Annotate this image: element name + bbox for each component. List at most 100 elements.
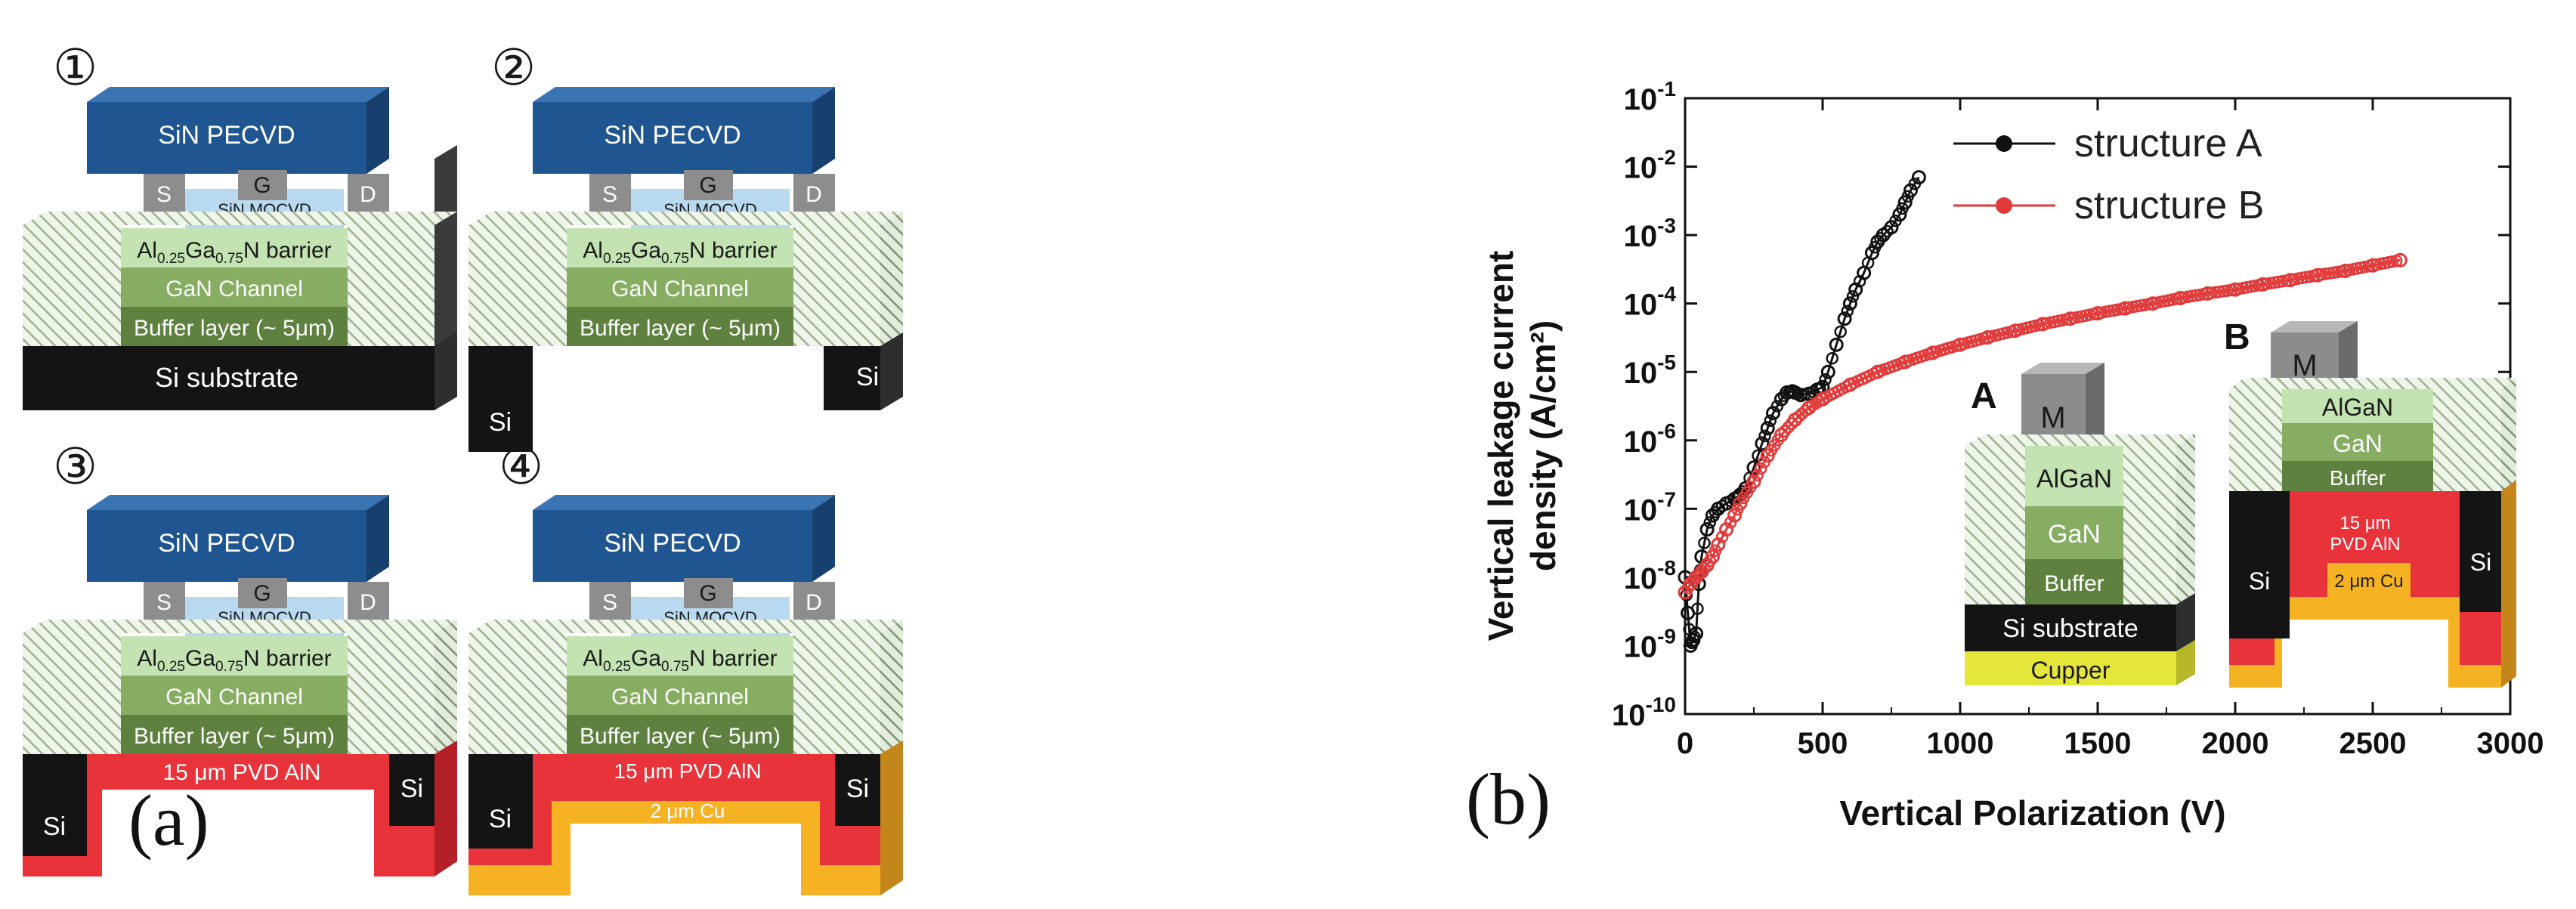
trace-marker	[1758, 429, 1771, 443]
inset-b-buffer	[2282, 461, 2433, 491]
x-tick-label: 500	[1798, 727, 1848, 760]
inset-b-si-left-label: Si	[2249, 567, 2270, 595]
data-point	[1837, 311, 1852, 326]
barrier-layer	[567, 636, 793, 676]
inset-b-aln-label: PVD AlN	[2330, 534, 2400, 555]
gate-label: G	[699, 581, 716, 606]
drain-label: D	[806, 590, 822, 615]
trace-marker	[2005, 325, 2018, 339]
trace-marker	[1894, 357, 1908, 370]
data-point	[1766, 406, 1780, 421]
trace-marker	[1688, 630, 1701, 644]
y-tick-label: 10-2	[1624, 146, 1676, 185]
gate-contact	[684, 170, 733, 200]
sin-pecvd-label: SiN PECVD	[604, 529, 741, 558]
si-right-label: Si	[856, 363, 879, 391]
trace-marker	[2197, 288, 2210, 301]
drain-contact	[793, 582, 835, 623]
trace-marker	[1901, 190, 1915, 203]
x-tick-label: 1000	[1927, 727, 1994, 760]
inset-structure-a: A M AlGaN GaN Buffer Si substrate Cupper	[1965, 363, 2195, 685]
channel-label: GaN Channel	[611, 277, 749, 301]
trace-marker	[1752, 449, 1764, 462]
si-pillar-right	[835, 754, 880, 826]
source-contact	[144, 582, 185, 623]
sin-pecvd-layer	[87, 510, 366, 582]
source-label: S	[156, 182, 172, 207]
trace-marker	[1807, 385, 1820, 398]
inset-b-buffer-label: Buffer	[2330, 466, 2386, 490]
trace-marker	[1977, 332, 1990, 345]
data-point	[1892, 207, 1907, 222]
panel-b: (b) Vertical leakage current density (A/…	[1466, 77, 2544, 839]
source-contact	[144, 174, 185, 215]
sin-pecvd-layer	[533, 510, 812, 582]
inset-a-algan	[2025, 446, 2123, 506]
trace-marker	[1691, 602, 1704, 615]
aln-layer	[23, 754, 434, 877]
trace-marker	[1730, 502, 1744, 516]
buffer-layer	[121, 715, 348, 754]
trace-marker	[1709, 506, 1722, 518]
hatch-right	[348, 225, 434, 346]
aln-label: 15 μm PVD AlN	[162, 760, 320, 785]
trace-marker	[1841, 305, 1854, 317]
trace-marker	[2060, 313, 2073, 326]
series-layer	[1678, 170, 2407, 653]
panel-a-label: (a)	[128, 780, 209, 861]
drain-contact	[348, 582, 389, 623]
inset-structure-b: B M AlGaN GaN Buffer 15 μm PVD AlN 2 μm …	[2224, 317, 2516, 688]
inset-b-si-left	[2229, 491, 2290, 638]
sin-pecvd-layer	[87, 102, 366, 174]
inset-b-cu-label: 2 μm Cu	[2334, 571, 2403, 592]
aln-label: 15 μm PVD AlN	[614, 759, 761, 783]
tick-layer: 0 500 1000 1500 2000 2500 3000 10-1 10-2 10-3 10-4…	[1612, 77, 2544, 760]
device-3: ③ SiN PECVD S SiN MOCVD G D Al0.25Ga0.75…	[23, 438, 457, 877]
inset-a-buffer-label: Buffer	[2044, 571, 2104, 596]
series-structure-a	[1678, 170, 1926, 653]
trace-marker	[1874, 232, 1887, 245]
channel-label: GaN Channel	[165, 685, 303, 710]
trace-marker	[1853, 274, 1866, 288]
data-point	[1699, 522, 1715, 537]
trace-marker	[1881, 224, 1894, 238]
inset-a-title: A	[1971, 376, 1997, 416]
data-point	[2008, 323, 2023, 339]
channel-layer	[121, 267, 348, 307]
inset-a-metal-label: M	[2040, 401, 2065, 434]
inset-a-algan-label: AlGaN	[2036, 465, 2112, 493]
trace-marker	[1751, 468, 1764, 481]
y-tick-label: 10-5	[1624, 351, 1676, 390]
source-contact	[589, 582, 631, 623]
buffer-label: Buffer layer (~ 5μm)	[134, 316, 335, 341]
si-right-label: Si	[400, 775, 423, 803]
hatch-left	[23, 225, 121, 346]
device-4: ④ SiN PECVD S SiN MOCVD G D Al0.25Ga0.75…	[469, 438, 903, 895]
sin-pecvd-layer	[533, 102, 812, 174]
source-label: S	[156, 590, 172, 615]
buffer-layer	[567, 715, 793, 754]
si-left-label: Si	[43, 812, 66, 841]
trace-marker	[1709, 544, 1722, 557]
legend-marker-b	[1996, 197, 2012, 214]
legend-item-structure-b: structure B	[1953, 184, 2264, 227]
trace-marker	[1950, 339, 1963, 352]
trace-marker	[1861, 256, 1875, 270]
sin-pecvd-label: SiN PECVD	[604, 121, 741, 150]
panel-a: ① SiN PECVD S SiN MOCVD G D Al0.25Ga0.75…	[23, 39, 903, 895]
inset-b-si-right	[2460, 491, 2501, 612]
inset-a-gan-label: GaN	[2048, 520, 2101, 549]
source-contact	[589, 174, 631, 215]
x-tick-label: 2500	[2339, 727, 2407, 760]
trace-marker	[2032, 318, 2046, 332]
si-substrate-label: Si substrate	[155, 362, 298, 393]
trace-marker	[2169, 292, 2183, 305]
trace-marker	[1778, 425, 1792, 437]
legend-label-a: structure A	[2074, 122, 2262, 165]
trace-marker	[1771, 434, 1785, 447]
trace-marker	[1834, 325, 1847, 339]
data-point	[1829, 337, 1844, 352]
buffer-layer	[567, 307, 793, 346]
drain-label: D	[360, 182, 376, 207]
